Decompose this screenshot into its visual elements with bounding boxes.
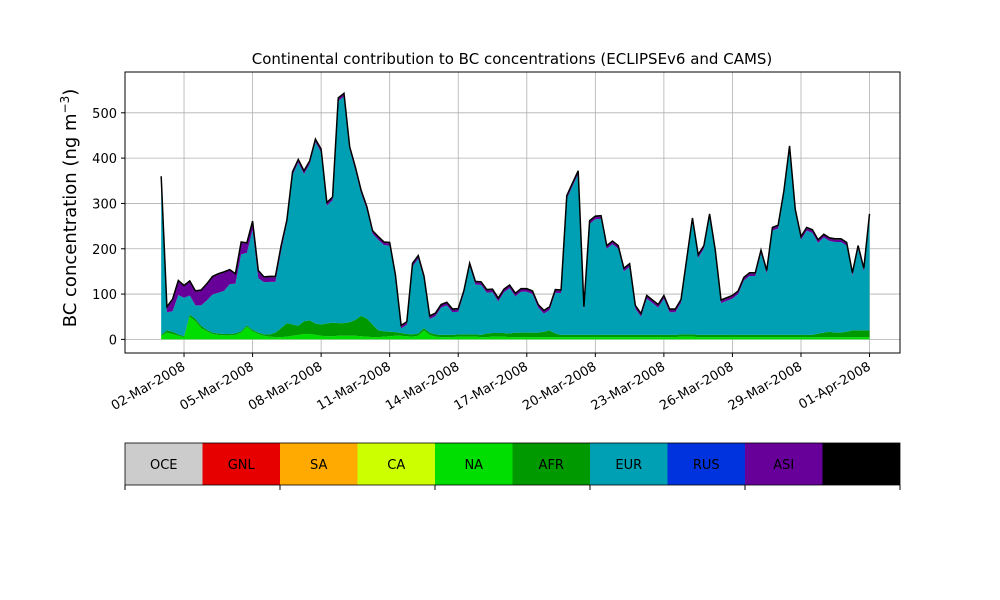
legend-label: GNL	[228, 458, 256, 473]
series-layer	[160, 91, 871, 340]
legend-swatch-na	[435, 443, 513, 485]
legend-frame	[124, 442, 901, 486]
x-tick-label: 05-Mar-2008	[177, 359, 256, 413]
legend-label: ASI	[773, 458, 794, 473]
y-tick-label: 300	[92, 197, 117, 212]
legend-swatch-asi	[745, 443, 823, 485]
x-axis: 02-Mar-200805-Mar-200808-Mar-200811-Mar-…	[109, 353, 874, 414]
legend-label: EUR	[615, 458, 642, 473]
x-tick-label: 14-Mar-2008	[383, 359, 462, 413]
legend-label: SA	[310, 458, 327, 473]
legend-swatch-rus	[667, 443, 745, 485]
legend-swatch-eur	[590, 443, 668, 485]
y-axis-label: BC concentration (ng m−3)	[58, 89, 81, 328]
x-tick-label: 08-Mar-2008	[246, 359, 325, 413]
x-tick-label: 02-Mar-2008	[109, 359, 188, 413]
x-tick-label: 26-Mar-2008	[657, 359, 736, 413]
legend-swatch-afr	[512, 443, 590, 485]
x-tick-label: 20-Mar-2008	[520, 359, 599, 413]
legend-label: CA	[387, 458, 405, 473]
legend-swatch-gnl	[202, 443, 280, 485]
legend-swatch-aus	[822, 443, 900, 485]
x-tick-label: 01-Apr-2008	[796, 359, 873, 412]
y-tick-label: 0	[109, 333, 117, 348]
legend-label: OCE	[150, 458, 178, 473]
area-afr	[161, 314, 870, 338]
y-tick-label: 100	[92, 288, 117, 303]
x-tick-label: 11-Mar-2008	[315, 359, 394, 413]
y-tick-label: 500	[92, 107, 117, 122]
y-tick-label: 400	[92, 152, 117, 167]
plot-frame	[124, 71, 901, 354]
legend-label: AUS	[848, 458, 875, 473]
legend-swatch-oce	[125, 443, 203, 485]
legend-label: RUS	[693, 458, 720, 473]
x-tick-label: 17-Mar-2008	[452, 359, 531, 413]
area-eur	[161, 96, 870, 337]
legend-swatch-ca	[357, 443, 435, 485]
legend-label: NA	[464, 458, 483, 473]
area-na	[161, 316, 870, 340]
y-axis: 0 100 200 300 400 500	[92, 107, 125, 348]
x-tick-label: 23-Mar-2008	[589, 359, 668, 413]
x-tick-label: 29-Mar-2008	[726, 359, 805, 413]
legend-swatch-sa	[280, 443, 358, 485]
total-line	[160, 91, 871, 327]
legend: OCE GNL SA CA NA AFR EUR RUS ASI AUS	[124, 442, 901, 490]
chart-title: Continental contribution to BC concentra…	[252, 50, 773, 68]
y-tick-label: 200	[92, 243, 117, 258]
legend-label: AFR	[539, 458, 564, 473]
